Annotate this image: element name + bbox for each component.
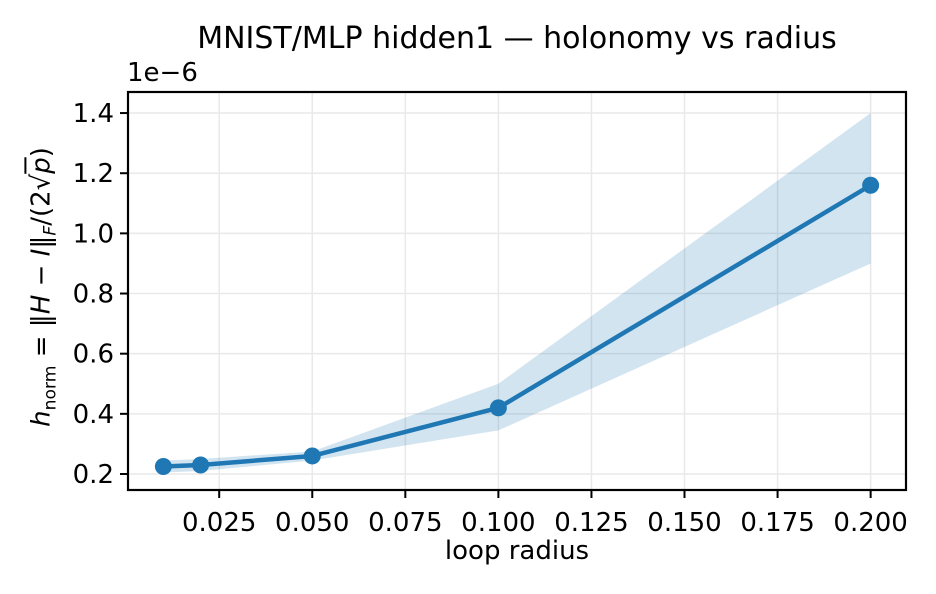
x-axis-label: loop radius — [444, 536, 590, 566]
x-tick-label: 0.200 — [833, 508, 907, 538]
ylabel-h: h — [26, 410, 57, 427]
ylabel-p: p — [26, 157, 57, 174]
x-tick-label: 0.100 — [461, 508, 535, 538]
y-tick-label: 1.4 — [73, 99, 114, 129]
y-axis-label: hnorm = ‖H − I‖F/(2√p) — [26, 147, 65, 427]
x-tick-label: 0.125 — [554, 508, 628, 538]
data-point — [154, 457, 172, 475]
ylabel-equals: = — [26, 327, 57, 366]
y-tick-label: 0.2 — [73, 460, 114, 490]
ylabel-norm-close: ‖ — [26, 235, 57, 249]
ylabel-H: H — [26, 294, 57, 315]
x-tick-label: 0.175 — [740, 508, 814, 538]
y-tick-label: 0.6 — [73, 340, 114, 370]
chart-title: MNIST/MLP hidden1 — holonomy vs radius — [197, 21, 837, 56]
ylabel-F-subscript: F — [40, 225, 61, 236]
x-tick-label: 0.025 — [182, 508, 256, 538]
x-tick-label: 0.075 — [368, 508, 442, 538]
data-point — [303, 447, 321, 465]
data-point — [489, 399, 507, 417]
plot-border — [126, 90, 908, 492]
ylabel-norm-open: ‖ — [26, 314, 57, 328]
y-axis-offset-label: 1e−6 — [127, 58, 198, 88]
ylabel-h-subscript: norm — [40, 365, 61, 411]
y-tick-label: 1.0 — [73, 219, 114, 249]
y-tick-label: 1.2 — [73, 159, 114, 189]
ylabel-minus: − — [26, 256, 57, 295]
ylabel-denominator-close: ) — [26, 147, 57, 158]
ylabel-I: I — [26, 248, 57, 257]
confidence-band — [163, 113, 871, 473]
x-tick-label: 0.150 — [647, 508, 721, 538]
y-tick-label: 0.8 — [73, 280, 114, 310]
data-point — [192, 456, 210, 474]
data-point — [862, 176, 880, 194]
y-tick-label: 0.4 — [73, 400, 114, 430]
ylabel-denominator-open: /(2√ — [26, 173, 57, 226]
x-tick-label: 0.050 — [275, 508, 349, 538]
